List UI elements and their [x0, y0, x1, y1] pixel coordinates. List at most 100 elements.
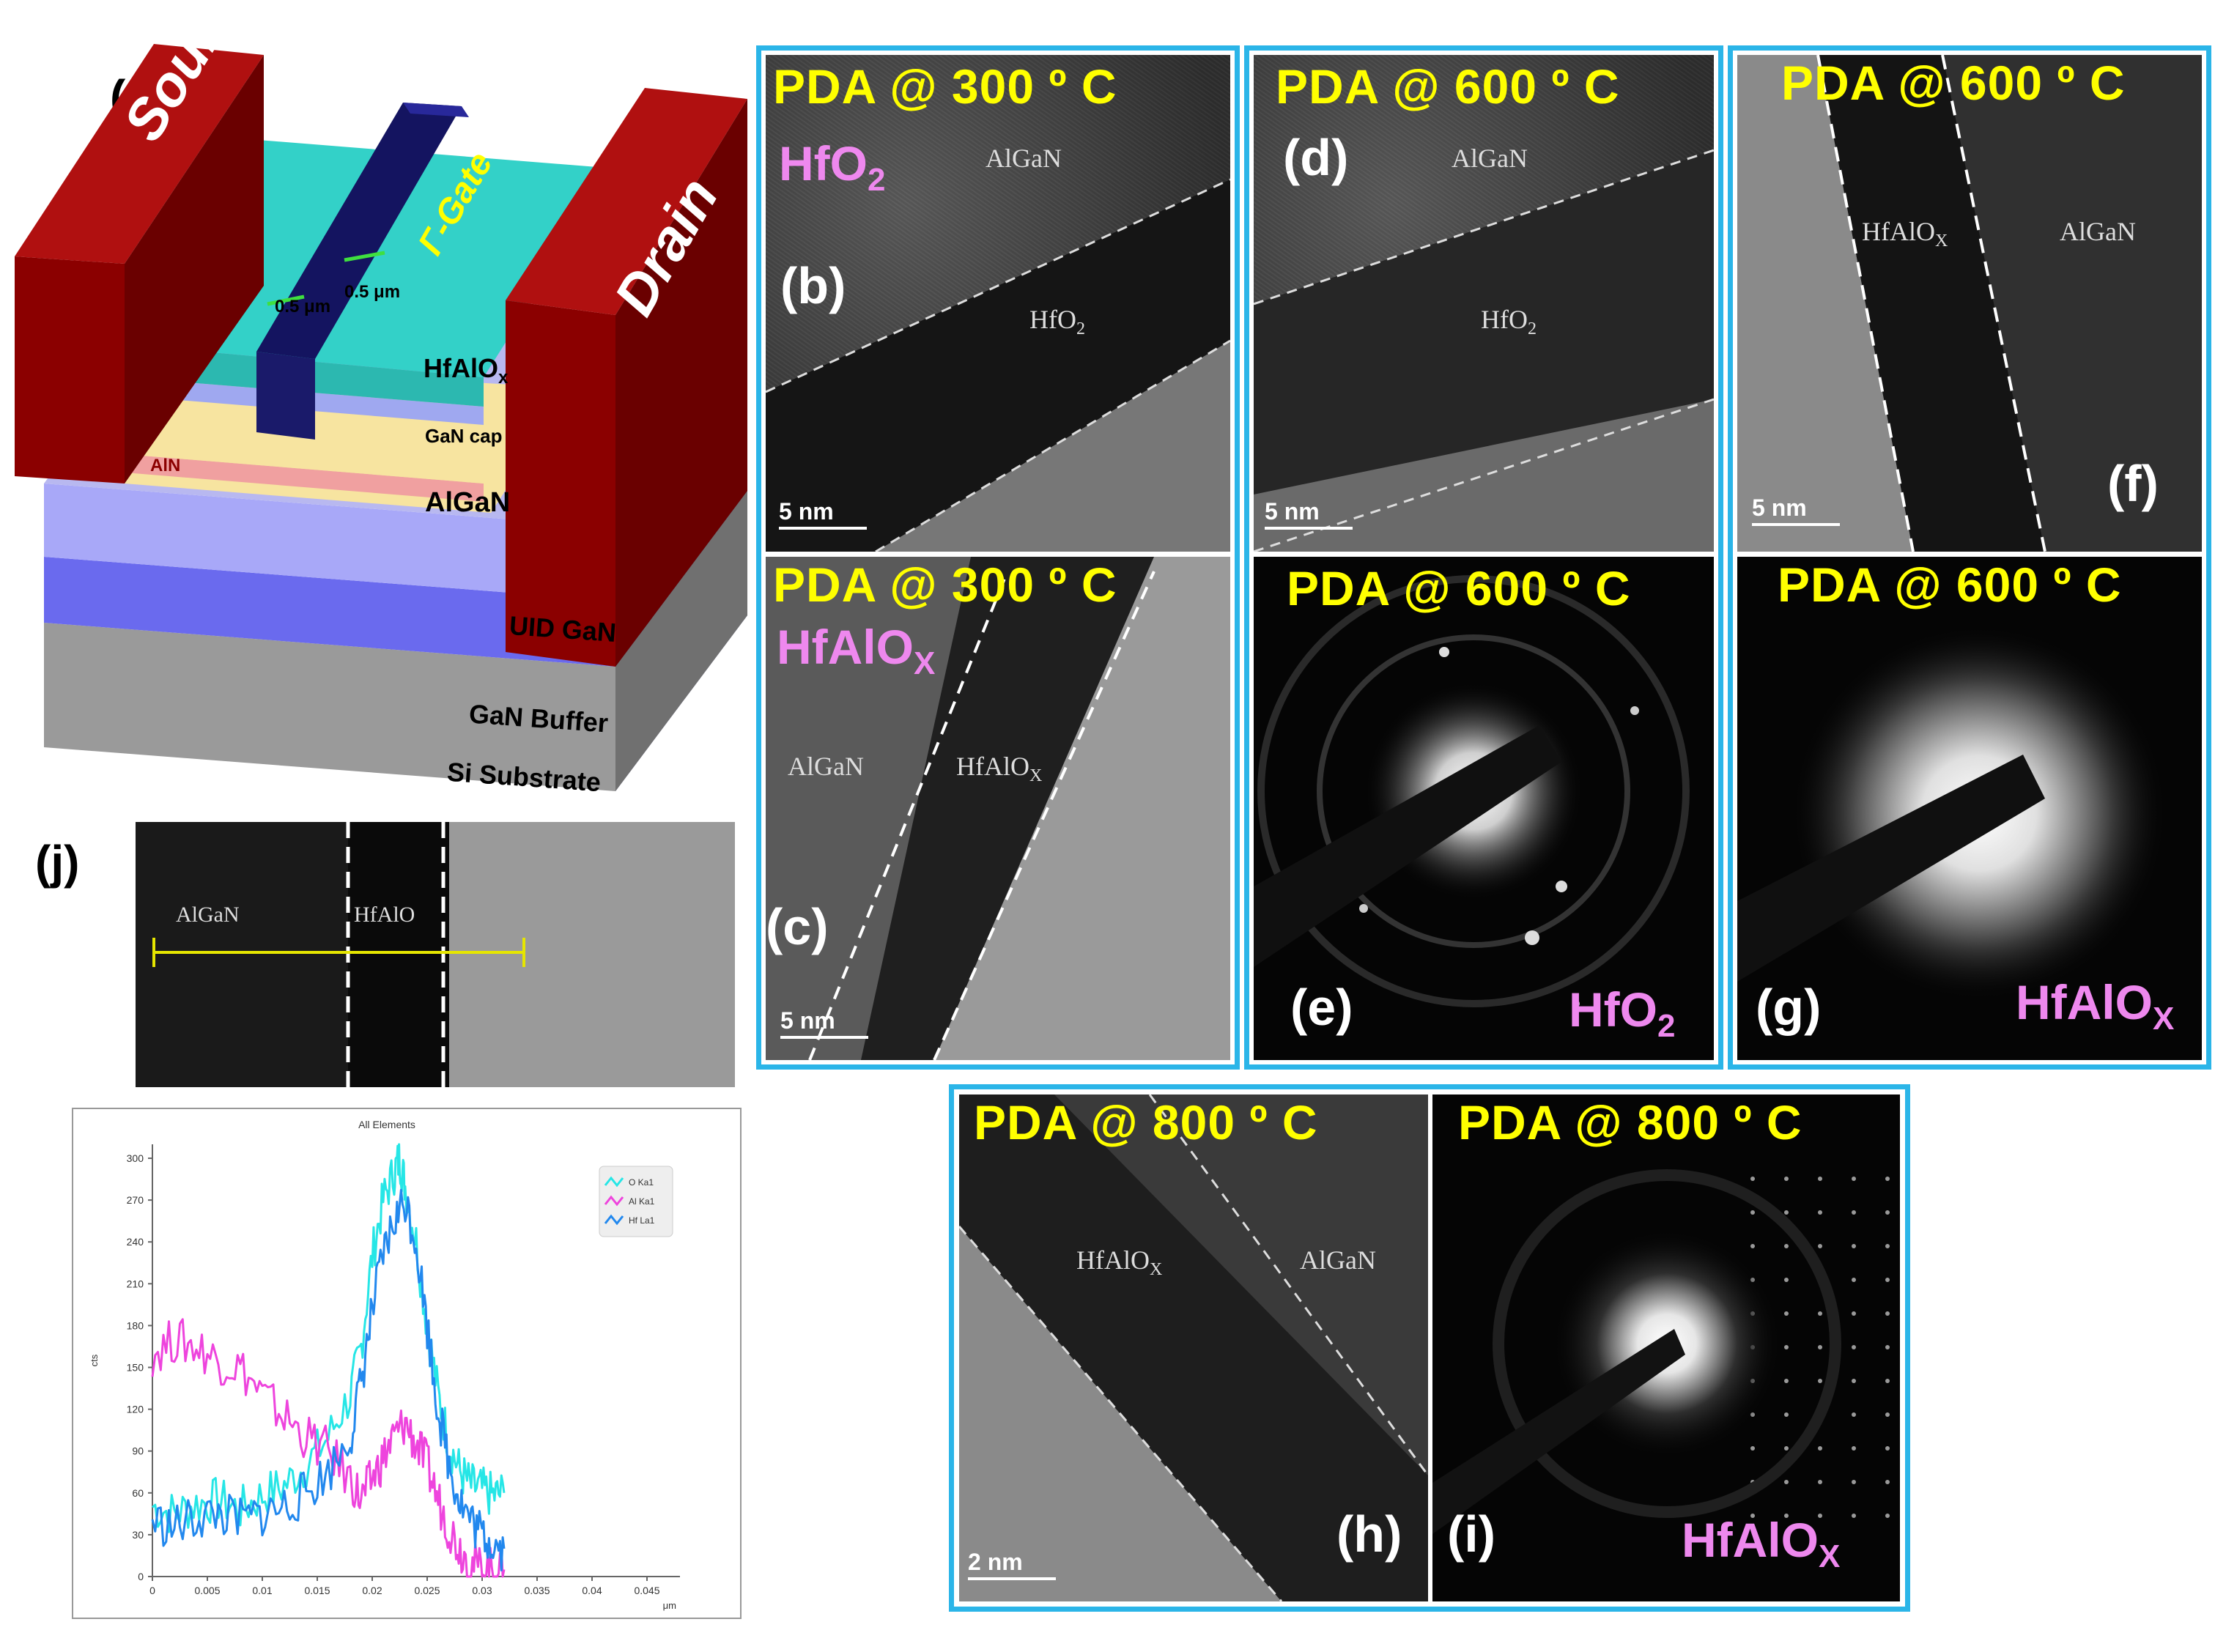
pda-label-h: PDA @ 800 º C [974, 1095, 1318, 1149]
hfalox-label-text: HfAlO [424, 353, 498, 383]
x-tick-label: 0.035 [524, 1585, 550, 1596]
pda-label-d: PDA @ 600 º C [1276, 59, 1620, 114]
y-tick-label: 120 [127, 1404, 144, 1415]
saed-image-i: PDA @ 800 º C (i) HfAlOX [1432, 1094, 1900, 1601]
material-b-text: HfO [779, 136, 868, 190]
tem-image-c: PDA @ 300 º C HfAlOX AlGaN HfAlOX (c) 5 … [766, 557, 1230, 1060]
layer-label-b-2: HfO2 [1029, 304, 1085, 339]
x-tick-label: 0.01 [252, 1585, 272, 1596]
hfalox-label: HfAlOx [424, 353, 508, 388]
y-tick-label: 270 [127, 1194, 144, 1206]
layer-label-c-1: AlGaN [788, 752, 864, 781]
material-c-text: HfAlO [777, 620, 914, 674]
scale-bar-b: 5 nm [779, 498, 867, 530]
material-c-sub: X [913, 645, 936, 682]
panel-label-c: (c) [766, 898, 829, 955]
layer-f1-sub: X [1934, 231, 1948, 251]
y-tick-label: 180 [127, 1319, 144, 1331]
gan-cap-label: GaN cap [425, 425, 503, 447]
panel-label-f: (f) [2107, 455, 2159, 512]
layer-label-h-1: HfAlOX [1076, 1245, 1162, 1280]
layer-d2-text: HfO [1481, 305, 1528, 334]
x-tick-label: 0.015 [304, 1585, 330, 1596]
hfalox-label-sub: x [498, 368, 509, 388]
tem-h-overlay [959, 1094, 1428, 1601]
x-tick-label: 0.005 [194, 1585, 220, 1596]
layer-c2-text: HfAlO [956, 752, 1029, 781]
device-schematic [15, 44, 747, 791]
x-axis-label: μm [663, 1600, 676, 1611]
si-substrate-layer [44, 623, 615, 791]
material-label-e: HfO2 [1569, 982, 1675, 1045]
material-e-sub: 2 [1657, 1008, 1676, 1045]
x-tick-label: 0 [149, 1585, 155, 1596]
tem-image-h: PDA @ 800 º C HfAlOX AlGaN (h) 2 nm [959, 1094, 1428, 1601]
legend-swatch [604, 1214, 624, 1226]
layer-c2-sub: X [1029, 766, 1043, 786]
legend-swatch [604, 1195, 624, 1207]
x-tick-label: 0.025 [414, 1585, 440, 1596]
pda-label-f: PDA @ 600 º C [1781, 56, 2126, 110]
legend-label: O Ka1 [629, 1177, 654, 1188]
saed-image-e: PDA @ 600 º C (e) HfO2 [1254, 557, 1714, 1060]
material-e-text: HfO [1569, 982, 1657, 1037]
legend-label: Al Ka1 [629, 1196, 655, 1207]
y-tick-label: 90 [132, 1445, 144, 1457]
layer-label-h-2: AlGaN [1300, 1245, 1376, 1275]
pda-label-i: PDA @ 800 º C [1458, 1095, 1802, 1149]
x-tick-label: 0.03 [472, 1585, 492, 1596]
layer-f1-text: HfAlO [1862, 217, 1935, 246]
layer-b2-text: HfO [1029, 305, 1076, 334]
y-tick-label: 0 [138, 1571, 144, 1582]
series-line-o-ka1 [151, 1143, 506, 1533]
pda-label-b: PDA @ 300 º C [773, 59, 1117, 114]
tem-c-overlay [808, 557, 1230, 1060]
legend-label: Hf La1 [629, 1215, 655, 1226]
gate-electrode [256, 103, 462, 359]
y-axis-label: cts [89, 1354, 100, 1366]
tem-b-overlay [766, 178, 1230, 552]
panel-label-b: (b) [780, 257, 846, 314]
y-tick-label: 30 [132, 1529, 144, 1541]
panel-label-h: (h) [1336, 1505, 1402, 1563]
saed-g-pattern [1737, 623, 2170, 1004]
layer-b2-sub: 2 [1076, 319, 1085, 339]
layer-label-f-1: HfAlOX [1862, 216, 1948, 251]
material-label-i: HfAlOX [1682, 1512, 1840, 1575]
uid-gan-layer [44, 484, 615, 601]
tem-image-d: PDA @ 600 º C (d) AlGaN HfO2 5 nm [1254, 55, 1714, 552]
layer-h1-sub: X [1149, 1260, 1163, 1280]
tem-image-b: PDA @ 300 º C HfO2 AlGaN HfO2 (b) 5 nm [766, 55, 1230, 552]
eds-label-hfalo: HfAlO [354, 903, 415, 927]
dim-label-2: 0.5 μm [344, 282, 401, 302]
panel-label-g: (g) [1756, 979, 1822, 1036]
aln-label: AlN [150, 456, 181, 475]
layer-label-c-2: HfAlOX [956, 751, 1042, 786]
legend-swatch [604, 1176, 624, 1188]
y-tick-label: 300 [127, 1152, 144, 1164]
material-b-sub: 2 [867, 162, 886, 199]
pda-label-g: PDA @ 600 º C [1778, 558, 2122, 612]
y-tick-label: 210 [127, 1278, 144, 1289]
panel-label-j: (j) [35, 836, 80, 889]
scale-bar-d: 5 nm [1265, 498, 1353, 530]
layer-label-d-1: AlGaN [1452, 144, 1528, 173]
saed-i-pattern [1432, 1153, 1900, 1534]
panel-label-d: (d) [1283, 129, 1349, 186]
scale-bar-h: 2 nm [968, 1549, 1056, 1580]
x-tick-label: 0.02 [362, 1585, 382, 1596]
y-tick-label: 240 [127, 1236, 144, 1248]
series-line-al-ka1 [151, 1318, 506, 1578]
layer-label-f-2: AlGaN [2060, 217, 2136, 246]
layer-label-d-2: HfO2 [1481, 304, 1537, 339]
scale-bar-f: 5 nm [1752, 495, 1840, 526]
tem-image-f: PDA @ 600 º C HfAlOX AlGaN (f) 5 nm [1737, 55, 2202, 552]
algan-label: AlGaN [425, 487, 511, 518]
eds-dark-band [348, 822, 449, 1087]
material-g-sub: X [2152, 1001, 2175, 1037]
material-i-text: HfAlO [1682, 1513, 1819, 1567]
layer-d2-sub: 2 [1527, 319, 1537, 339]
dim-label-1: 0.5 μm [275, 297, 331, 316]
series-line-hf-la1 [151, 1188, 506, 1571]
eds-image: AlGaN HfAlO [136, 822, 735, 1087]
